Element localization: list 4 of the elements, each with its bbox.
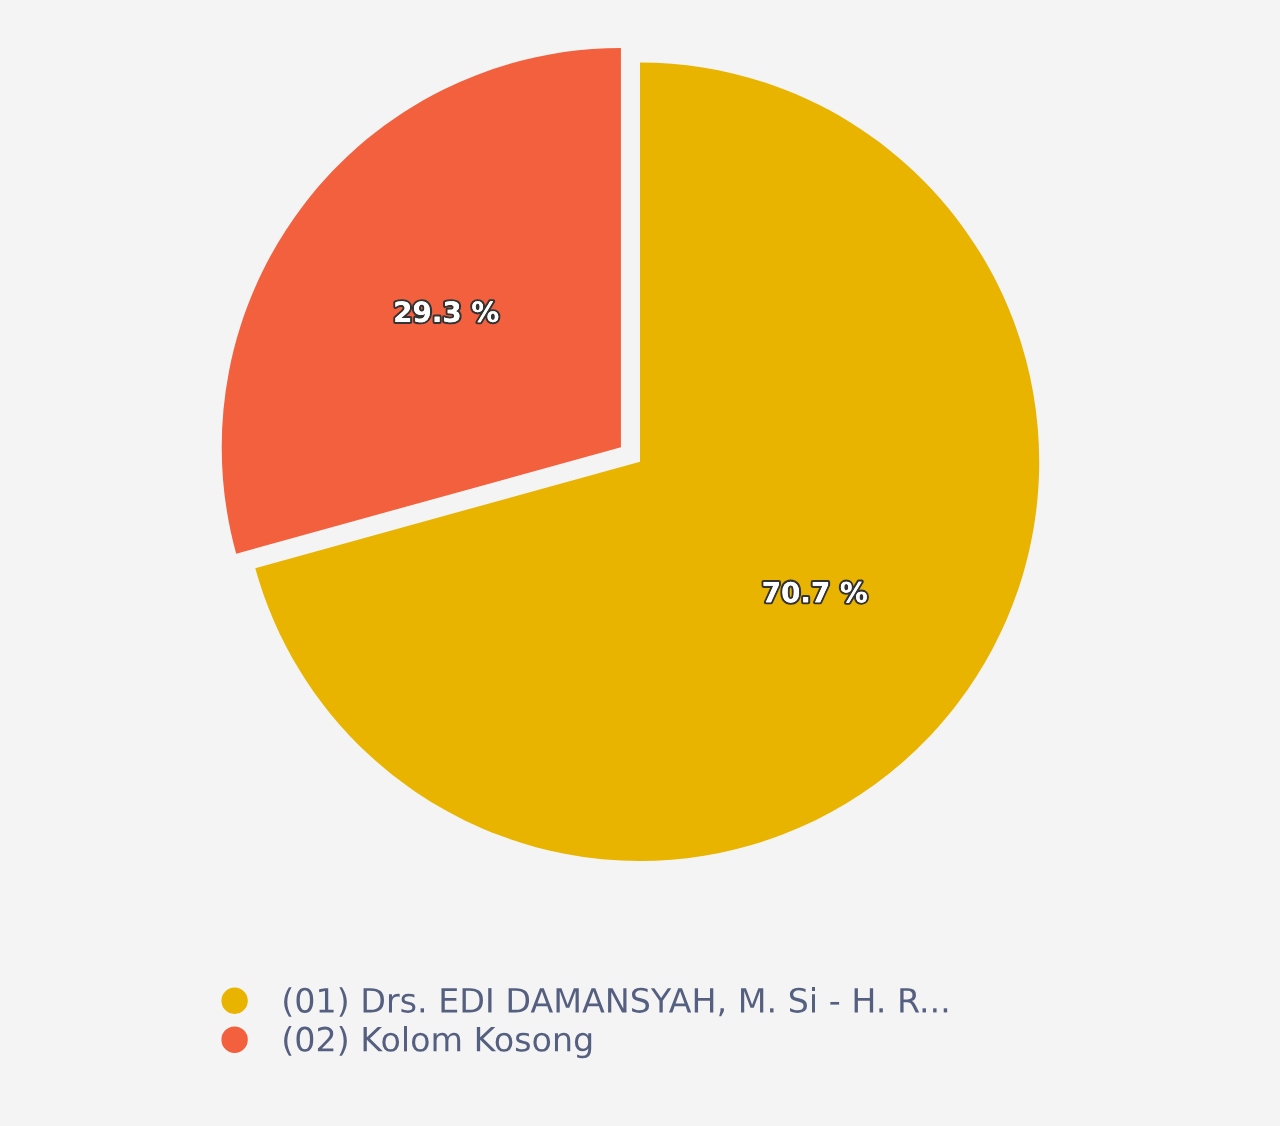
data-label: 29.3 % bbox=[395, 301, 499, 323]
legend-label: (01) Drs. EDI DAMANSYAH, M. Si - H. R... bbox=[284, 987, 948, 1017]
data-label: 70.7 % bbox=[763, 581, 867, 603]
legend-label: (02) Kolom Kosong bbox=[284, 1026, 592, 1059]
